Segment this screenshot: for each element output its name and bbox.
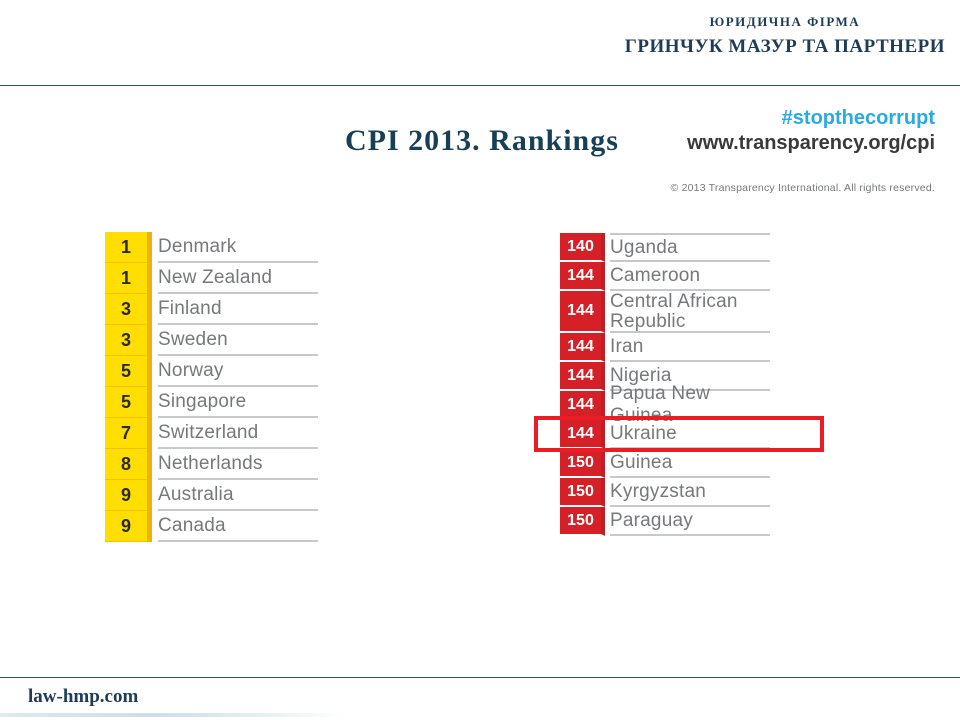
rank-cell: 144 bbox=[560, 420, 605, 449]
rank-cell: 144 bbox=[560, 362, 605, 391]
table-row: 5 Singapore bbox=[105, 387, 318, 418]
firm-name-label: ГРИНЧУК МАЗУР ТА ПАРТНЕРИ bbox=[624, 36, 945, 57]
country-cell: Uganda bbox=[610, 233, 770, 262]
country-cell: Central African Republic bbox=[610, 291, 770, 333]
bottom-accent-bar bbox=[0, 713, 345, 717]
table-row: 144 Iran bbox=[560, 333, 770, 362]
country-cell: Iran bbox=[610, 333, 770, 362]
rank-cell: 150 bbox=[560, 449, 605, 478]
country-cell: Netherlands bbox=[158, 449, 318, 480]
rank-cell: 8 bbox=[105, 449, 152, 480]
country-cell: Paraguay bbox=[610, 507, 770, 536]
table-row: 3 Sweden bbox=[105, 325, 318, 356]
rank-cell: 7 bbox=[105, 418, 152, 449]
country-cell: Kyrgyzstan bbox=[610, 478, 770, 507]
rank-cell: 5 bbox=[105, 356, 152, 387]
country-cell: Australia bbox=[158, 480, 318, 511]
ukraine-highlight-box bbox=[534, 416, 824, 452]
country-cell: Canada bbox=[158, 511, 318, 542]
table-row: 3 Finland bbox=[105, 294, 318, 325]
footer-site-link: law-hmp.com bbox=[28, 686, 139, 707]
table-row: 1 Denmark bbox=[105, 232, 318, 263]
rank-cell: 144 bbox=[560, 391, 605, 420]
country-cell: Singapore bbox=[158, 387, 318, 418]
country-cell: Cameroon bbox=[610, 262, 770, 291]
country-cell: Finland bbox=[158, 294, 318, 325]
rank-cell: 144 bbox=[560, 262, 605, 291]
table-row: 1 New Zealand bbox=[105, 263, 318, 294]
copyright-notice: © 2013 Transparency International. All r… bbox=[670, 182, 935, 194]
table-row: 150 Guinea bbox=[560, 449, 770, 478]
firm-type-label: ЮРИДИЧНА ФІРМА bbox=[709, 14, 861, 29]
rank-cell: 140 bbox=[560, 233, 605, 262]
rank-cell: 3 bbox=[105, 294, 152, 325]
country-cell: Guinea bbox=[610, 449, 770, 478]
header-divider bbox=[0, 85, 960, 86]
footer-divider bbox=[0, 677, 960, 678]
table-row: 7 Switzerland bbox=[105, 418, 318, 449]
table-row: 144 Central African Republic bbox=[560, 291, 770, 333]
table-row: 150 Kyrgyzstan bbox=[560, 478, 770, 507]
rank-cell: 5 bbox=[105, 387, 152, 418]
bottom-rankings-table: 140 Uganda 144 Cameroon 144 Central Afri… bbox=[560, 233, 770, 536]
rank-cell: 3 bbox=[105, 325, 152, 356]
country-cell: Sweden bbox=[158, 325, 318, 356]
top-rankings-table: 1 Denmark 1 New Zealand 3 Finland 3 Swed… bbox=[105, 232, 318, 542]
rank-cell: 144 bbox=[560, 291, 605, 333]
campaign-url: www.transparency.org/cpi bbox=[687, 132, 935, 154]
rank-cell: 9 bbox=[105, 511, 152, 542]
country-cell: New Zealand bbox=[158, 263, 318, 294]
table-row: 9 Canada bbox=[105, 511, 318, 542]
table-row: 140 Uganda bbox=[560, 233, 770, 262]
country-cell: Switzerland bbox=[158, 418, 318, 449]
table-row: 150 Paraguay bbox=[560, 507, 770, 536]
rank-cell: 1 bbox=[105, 263, 152, 294]
table-row: 9 Australia bbox=[105, 480, 318, 511]
table-row: 8 Netherlands bbox=[105, 449, 318, 480]
rank-cell: 9 bbox=[105, 480, 152, 511]
country-cell: Norway bbox=[158, 356, 318, 387]
table-row: 144 Nigeria bbox=[560, 362, 770, 391]
table-row: 144 Cameroon bbox=[560, 262, 770, 291]
law-firm-header: ЮРИДИЧНА ФІРМА ГРИНЧУК МАЗУР ТА ПАРТНЕРИ bbox=[625, 14, 945, 58]
rank-cell: 144 bbox=[560, 333, 605, 362]
rank-cell: 150 bbox=[560, 478, 605, 507]
rank-cell: 150 bbox=[560, 507, 605, 536]
campaign-block: #stopthecorrupt www.transparency.org/cpi… bbox=[671, 106, 935, 194]
country-cell: Nigeria bbox=[610, 362, 770, 391]
country-cell: Denmark bbox=[158, 232, 318, 263]
campaign-hashtag: #stopthecorrupt bbox=[781, 107, 935, 129]
table-row: 5 Norway bbox=[105, 356, 318, 387]
rank-cell: 1 bbox=[105, 232, 152, 263]
slide-title: CPI 2013. Rankings bbox=[345, 124, 619, 157]
